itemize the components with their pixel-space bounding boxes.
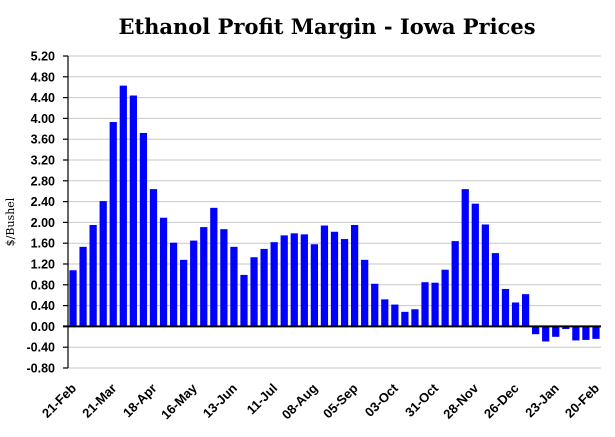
- bar: [371, 283, 379, 327]
- y-tick-label: 1.60: [31, 237, 55, 251]
- x-tick-label: 21-Mar: [79, 381, 119, 421]
- bar: [169, 242, 178, 327]
- y-tick-label: 0.40: [31, 299, 55, 313]
- bar: [511, 302, 520, 327]
- bar: [69, 270, 77, 327]
- y-tick-label: 2.00: [31, 216, 55, 230]
- bar: [501, 288, 510, 327]
- bar: [310, 244, 319, 327]
- x-tick-label: 23-Jan: [522, 380, 562, 420]
- y-tick-label: 0.00: [31, 320, 55, 334]
- y-tick-label: -0.40: [27, 341, 56, 355]
- bar: [99, 201, 107, 327]
- bar: [521, 294, 530, 327]
- bar: [471, 203, 479, 327]
- x-tick-label: 20-Feb: [562, 380, 602, 420]
- bar: [431, 282, 439, 327]
- bar: [200, 227, 208, 327]
- bar: [89, 225, 97, 327]
- bar: [320, 225, 329, 327]
- y-tick-label: 4.80: [31, 70, 55, 84]
- bar: [260, 248, 268, 327]
- x-tick-label: 26-Dec: [481, 381, 522, 422]
- bar: [411, 309, 419, 327]
- y-tick-label: 4.40: [31, 91, 55, 105]
- bar: [451, 241, 459, 327]
- x-tick-label: 13-Jun: [200, 380, 240, 420]
- bar: [270, 242, 278, 327]
- bar: [361, 259, 369, 327]
- bar: [190, 240, 198, 327]
- x-tick-label: 21-Feb: [39, 380, 79, 420]
- x-tick-label: 31-Oct: [402, 380, 442, 420]
- bar: [491, 253, 500, 327]
- bar: [330, 231, 339, 327]
- bar: [139, 132, 148, 327]
- x-tick-label: 18-Apr: [120, 381, 160, 421]
- bar: [532, 326, 540, 335]
- bar: [582, 326, 590, 340]
- bar: [290, 233, 298, 327]
- bar: [280, 235, 288, 327]
- y-tick-label: 3.60: [31, 133, 55, 147]
- bar: [79, 246, 87, 327]
- x-tick-label: 03-Oct: [362, 380, 402, 420]
- bar: [300, 234, 308, 327]
- y-tick-label: 2.80: [31, 174, 55, 188]
- bar: [542, 326, 550, 342]
- x-tick-label: 11-Jul: [244, 381, 281, 418]
- y-tick-label: -0.80: [27, 362, 56, 376]
- y-tick-label: 0.80: [31, 278, 55, 292]
- bar: [250, 257, 258, 327]
- bar: [350, 225, 359, 327]
- x-tick-label: 05-Sep: [320, 380, 361, 421]
- bar: [109, 122, 117, 327]
- bar: [441, 269, 449, 327]
- bar: [421, 282, 429, 327]
- bar: [159, 217, 168, 327]
- x-tick-label: 16-May: [158, 380, 200, 422]
- y-axis-label: $/Bushel: [4, 197, 17, 246]
- bar: [481, 224, 489, 327]
- bar: [180, 259, 188, 327]
- y-tick-label: 4.00: [31, 112, 55, 126]
- y-tick-labels: 5.20 4.80 4.40 4.00 3.60 3.20 2.80 2.40 2.00 1.60…: [27, 50, 56, 376]
- x-tick-label: 28-Nov: [440, 380, 482, 422]
- bar: [119, 85, 127, 327]
- bar: [381, 299, 389, 327]
- y-tick-label: 2.40: [31, 195, 55, 209]
- y-tick-label: 3.20: [31, 154, 55, 168]
- bar: [340, 239, 349, 327]
- bar: [572, 326, 580, 341]
- bar: [220, 229, 228, 327]
- bar: [149, 189, 158, 327]
- axes: [63, 55, 601, 369]
- bar: [230, 246, 238, 327]
- bar: [562, 326, 570, 329]
- bars: [69, 85, 600, 342]
- x-tick-label: 08-Aug: [279, 380, 321, 422]
- bar: [129, 95, 137, 327]
- y-tick-label: 1.20: [31, 258, 55, 272]
- bar: [461, 189, 469, 327]
- bar: [592, 326, 600, 339]
- bar: [401, 311, 409, 327]
- bar: [240, 274, 248, 327]
- y-tick-label: 5.20: [31, 50, 55, 64]
- bar: [391, 304, 399, 327]
- bar: [552, 326, 560, 337]
- chart-title: Ethanol Profit Margin - Iowa Prices: [118, 14, 535, 39]
- bar: [210, 207, 218, 327]
